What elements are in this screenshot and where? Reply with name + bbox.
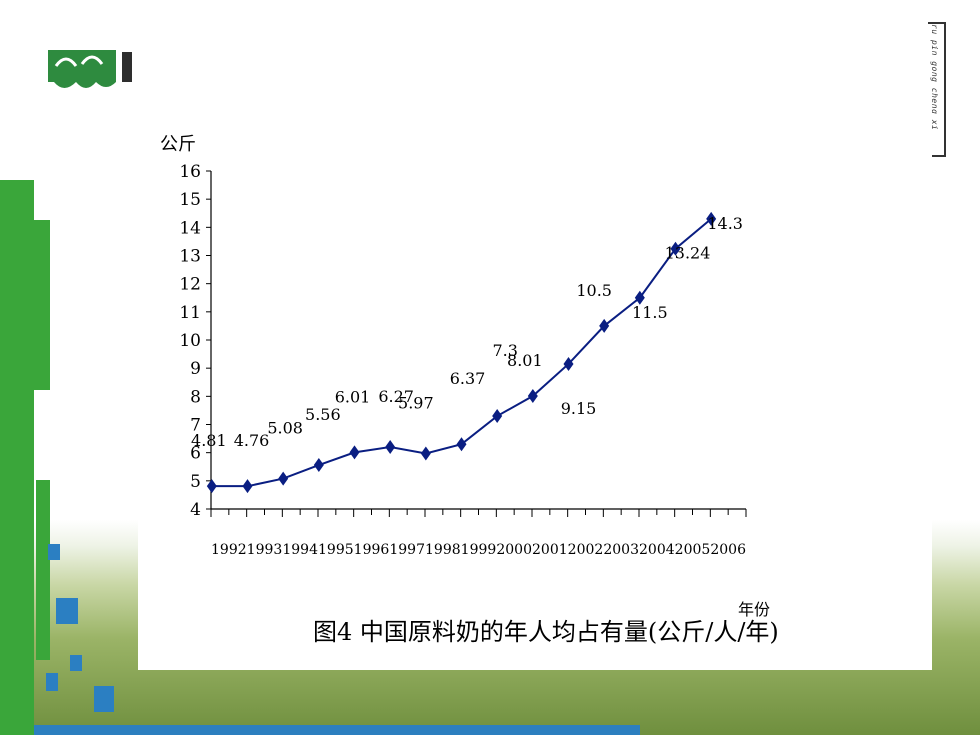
data-point: [313, 458, 324, 473]
data-label: 5.08: [267, 419, 303, 438]
decor-square: [70, 655, 82, 671]
vertical-pinyin-text: ru pin gong cheng xi: [928, 22, 948, 162]
x-tick-label: 2002: [568, 542, 604, 558]
data-point: [492, 409, 503, 424]
data-label: 5.56: [305, 405, 341, 424]
data-label: 7.3: [492, 341, 517, 360]
x-tick-label: 1999: [461, 542, 497, 558]
data-label: 10.5: [576, 281, 612, 300]
data-label: 4.76: [234, 431, 270, 450]
data-point: [385, 440, 396, 455]
decor-square: [46, 673, 58, 691]
data-point: [278, 471, 289, 486]
y-tick-label: 15: [179, 190, 201, 210]
data-point: [527, 389, 538, 404]
y-tick-label: 14: [179, 218, 201, 238]
data-point: [634, 290, 645, 305]
y-tick-label: 10: [179, 331, 201, 351]
data-label: 14.3: [707, 214, 743, 233]
y-tick-label: 7: [190, 416, 201, 436]
x-tick-label: 2004: [639, 542, 675, 558]
x-tick-label: 1994: [282, 542, 318, 558]
x-tick-label: 2000: [496, 542, 532, 558]
x-tick-label: 2003: [603, 542, 639, 558]
y-tick-label: 9: [190, 359, 201, 379]
data-point: [242, 479, 253, 494]
line-chart: 4 5 6 7 8 9 10 11 12 13 14 15 16 1992 1993 1994 1995 1996…: [160, 134, 779, 646]
decor-square: [56, 598, 78, 624]
y-axis-label: 公斤: [160, 134, 196, 155]
data-label: 6.27: [378, 387, 414, 406]
decor-square: [94, 686, 114, 712]
data-label: 5.97: [398, 394, 434, 413]
brand-logo: [46, 42, 156, 97]
data-point: [670, 241, 681, 256]
data-point: [599, 318, 610, 333]
x-tick-label: 1997: [389, 542, 425, 558]
y-tick-label: 13: [179, 247, 201, 267]
data-point: [456, 437, 467, 452]
data-label: 6.01: [335, 387, 371, 406]
data-label: 8.01: [507, 351, 543, 370]
data-label: 13.24: [665, 244, 711, 263]
x-tick-label: 1998: [425, 542, 461, 558]
data-label: 9.15: [561, 399, 597, 418]
y-tick-label: 8: [190, 387, 201, 407]
x-tick-label: 1993: [247, 542, 283, 558]
x-tick-label: 2006: [710, 542, 746, 558]
data-label: 11.5: [632, 303, 668, 322]
y-tick-label: 4: [190, 500, 201, 520]
chart-panel: 4 5 6 7 8 9 10 11 12 13 14 15 16 1992 1993 1994 1995 1996…: [138, 95, 932, 670]
x-tick-label: 2005: [675, 542, 711, 558]
data-point: [420, 446, 431, 461]
x-tick-label: 1996: [354, 542, 390, 558]
data-label: 4.81: [191, 431, 227, 450]
data-label: 6.37: [450, 369, 486, 388]
y-tick-label: 11: [179, 303, 201, 323]
x-tick-label: 1992: [211, 542, 247, 558]
bottom-accent-bar: [0, 725, 640, 735]
y-tick-label: 5: [190, 472, 201, 492]
x-tick-label: 1995: [318, 542, 354, 558]
data-point: [206, 479, 217, 494]
chart-title: 图4 中国原料奶的年人均占有量(公斤/人/年): [313, 618, 779, 646]
data-point: [563, 356, 574, 371]
y-tick-label: 12: [179, 275, 201, 295]
y-tick-label: 16: [179, 162, 201, 182]
x-axis-label: 年份: [738, 600, 770, 619]
data-point: [706, 211, 717, 226]
left-green-strip: [0, 180, 50, 735]
decor-square: [48, 544, 60, 560]
x-tick-label: 2001: [532, 542, 568, 558]
data-point: [349, 445, 360, 460]
y-tick-label: 6: [190, 444, 201, 464]
